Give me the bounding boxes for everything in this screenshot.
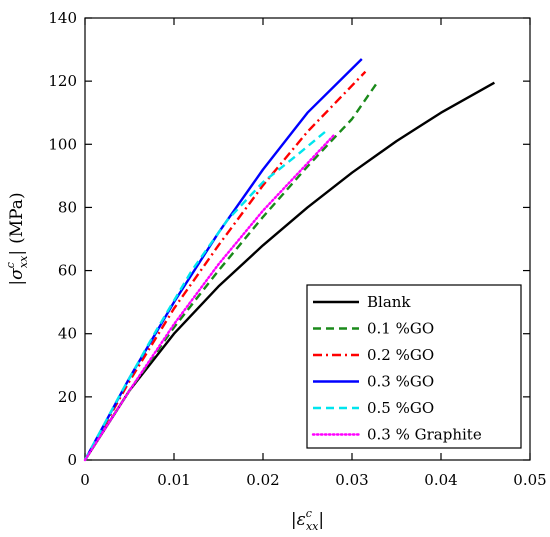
- x-axis-label-bar-right: |: [318, 510, 324, 530]
- x-tick-label: 0.03: [335, 471, 368, 489]
- y-tick-label: 100: [48, 135, 77, 153]
- series-line-0: [83, 81, 495, 461]
- x-tick-label: 0.05: [513, 471, 546, 489]
- y-axis-label-unit: (MPa): [7, 192, 27, 243]
- plot-frame: [84, 17, 531, 461]
- x-tick-label: 0.01: [157, 471, 190, 489]
- x-axis-label-symbol: ε: [297, 510, 306, 530]
- y-tick-label: 140: [48, 9, 77, 27]
- legend-label-4: 0.5 %GO: [367, 399, 434, 417]
- legend-box: [306, 284, 522, 449]
- legend-label-3: 0.3 %GO: [367, 373, 434, 391]
- x-axis-label-bar-left: |: [291, 510, 297, 530]
- y-axis-label-bar-left: |: [7, 280, 27, 286]
- y-axis-label-sub: xx: [17, 255, 30, 268]
- y-tick-label: 0: [67, 451, 77, 469]
- y-tick-label: 120: [48, 72, 77, 90]
- x-tick-label: 0.04: [424, 471, 457, 489]
- y-tick-label: 20: [58, 388, 77, 406]
- legend-label-2: 0.2 %GO: [367, 346, 434, 364]
- legend-label-1: 0.1 %GO: [367, 320, 434, 338]
- y-axis-label: |σcxx|(MPa): [4, 192, 30, 285]
- series-line-4: [83, 130, 327, 461]
- ticks-layer: 0 0.01 0.02 0.03 0.04 0.05 0 20 40 60 80 100 120 140: [48, 9, 546, 489]
- y-axis-label-group: |σcxx|(MPa): [4, 192, 30, 285]
- y-tick-label: 60: [58, 262, 77, 280]
- y-axis-label-bar-right: |: [7, 250, 27, 256]
- series-layer: [83, 58, 495, 462]
- y-axis-label-symbol: σ: [7, 268, 27, 280]
- legend-label-5: 0.3 % Graphite: [367, 426, 482, 444]
- plot-area: [84, 17, 531, 461]
- y-tick-label: 80: [58, 198, 77, 216]
- legend: Blank 0.1 %GO 0.2 %GO 0.3 %GO 0.5 %GO 0.3 % G…: [306, 284, 522, 449]
- series-line-2: [83, 70, 367, 461]
- x-tick-label: 0: [80, 471, 90, 489]
- legend-label-0: Blank: [367, 293, 411, 311]
- y-axis-label-sup: c: [4, 262, 17, 268]
- x-axis-label-sup: c: [306, 507, 312, 520]
- x-tick-label: 0.02: [246, 471, 279, 489]
- y-tick-label: 40: [58, 325, 77, 343]
- series-line-5: [83, 133, 336, 462]
- x-axis-label: |εc xx|: [291, 507, 324, 533]
- x-axis-label-sub: xx: [306, 520, 319, 533]
